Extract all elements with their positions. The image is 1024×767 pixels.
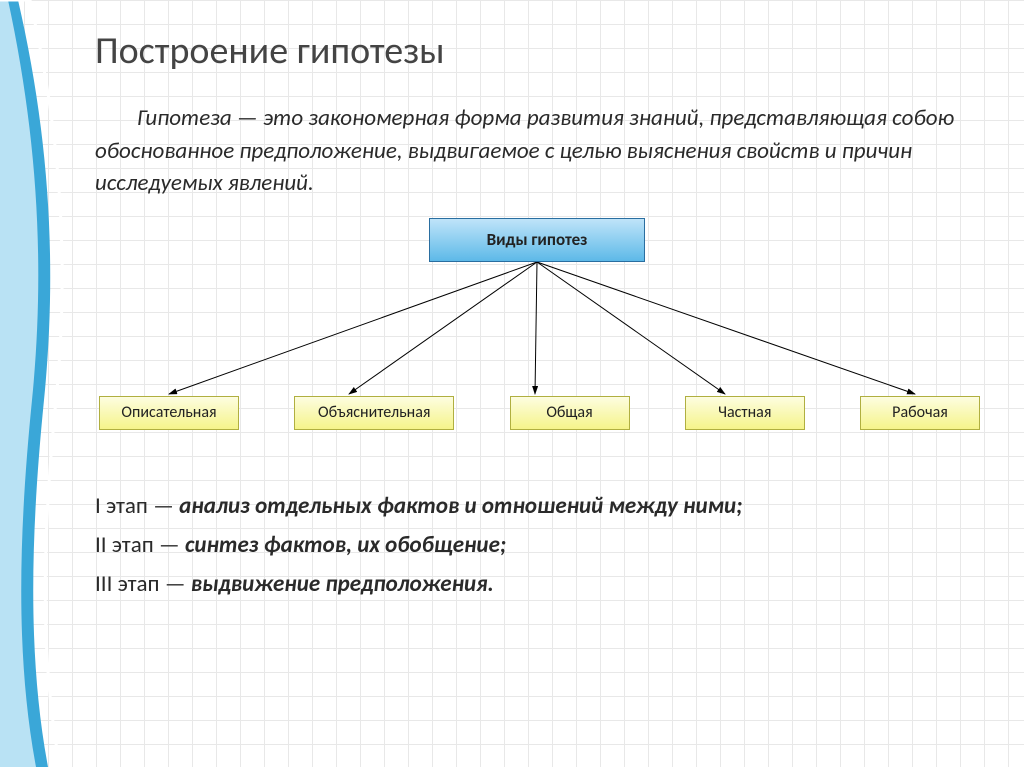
stage-label: I этап — [95, 492, 179, 520]
hypothesis-types-diagram: Виды гипотез ОписательнаяОбъяснительнаяО… [95, 218, 984, 478]
stage-row: I этап — анализ отдельных фактов и отнош… [95, 488, 984, 525]
diagram-root-box: Виды гипотез [429, 218, 645, 262]
diagram-leaf-box: Описательная [99, 396, 239, 430]
stage-row: II этап — синтез фактов, их обобщение; [95, 527, 984, 564]
stage-desc: синтез фактов, их обобщение; [185, 531, 506, 559]
stage-desc: выдвижение предположения. [191, 570, 494, 598]
diagram-leaf-box: Общая [510, 396, 630, 430]
stage-label: II этап — [95, 531, 185, 559]
diagram-leaf-box: Объяснительная [294, 396, 454, 430]
stage-desc: анализ отдельных фактов и отношений межд… [179, 492, 742, 520]
stages-list: I этап — анализ отдельных фактов и отнош… [95, 488, 984, 604]
slide-content: Построение гипотезы Гипотеза — это закон… [95, 28, 984, 606]
stage-row: III этап — выдвижение предположения. [95, 566, 984, 603]
definition-text: Гипотеза — это закономерная форма развит… [95, 102, 984, 200]
stage-label: III этап — [95, 570, 191, 598]
diagram-leaf-row: Описательная Объяснительная Общая Частная Ра… [95, 396, 984, 430]
diagram-leaf-box: Частная [685, 396, 805, 430]
diagram-root-label: Виды гипотез [487, 229, 588, 250]
diagram-leaf-box: Рабочая [860, 396, 980, 430]
page-title: Построение гипотезы [95, 28, 984, 74]
